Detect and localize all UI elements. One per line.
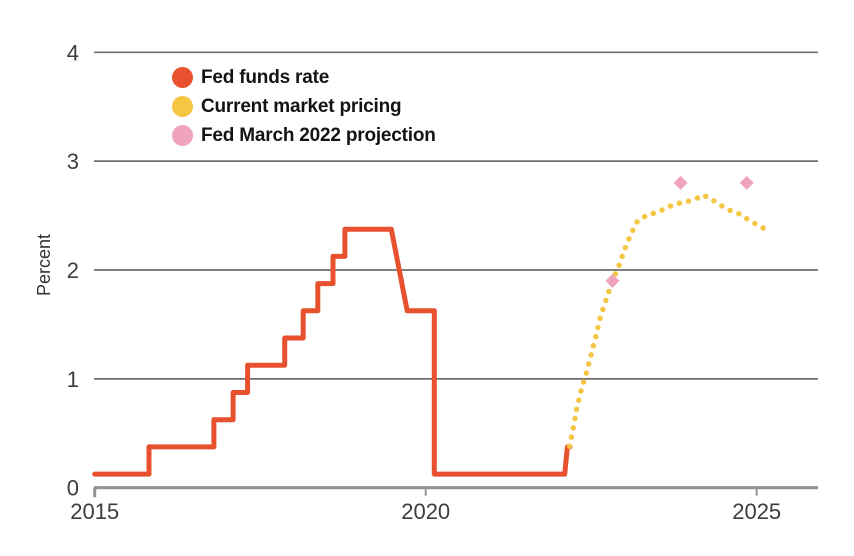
fed-projection-marker-icon — [172, 125, 193, 146]
legend: Fed funds rate Current market pricing Fe… — [172, 63, 436, 150]
legend-item-fed-projection: Fed March 2022 projection — [172, 121, 436, 150]
legend-label: Fed March 2022 projection — [201, 124, 436, 146]
fed-projection-diamond-2 — [739, 175, 754, 190]
market-pricing-dotted-line — [566, 192, 771, 449]
fed-projection-diamond-0 — [605, 273, 620, 288]
fed-funds-rate-marker-icon — [172, 67, 193, 88]
market-pricing-marker-icon — [172, 96, 193, 117]
legend-item-fed-funds-rate: Fed funds rate — [172, 63, 436, 92]
y-tick-label-0: 0 — [67, 476, 79, 501]
y-tick-label-2: 2 — [67, 258, 79, 283]
y-tick-label-4: 4 — [67, 40, 79, 65]
legend-label: Current market pricing — [201, 95, 402, 117]
x-tick-label-2015: 2015 — [70, 499, 119, 524]
fed-funds-rate-line — [92, 226, 573, 477]
y-tick-label-1: 1 — [67, 367, 79, 392]
legend-item-current-market-pricing: Current market pricing — [172, 92, 436, 121]
legend-label: Fed funds rate — [201, 66, 330, 88]
fed-projection-diamond-1 — [673, 175, 688, 190]
y-axis-title: Percent — [34, 233, 54, 297]
x-tick-label-2025: 2025 — [732, 499, 781, 524]
y-tick-label-3: 3 — [67, 149, 79, 174]
x-tick-label-2020: 2020 — [401, 499, 450, 524]
